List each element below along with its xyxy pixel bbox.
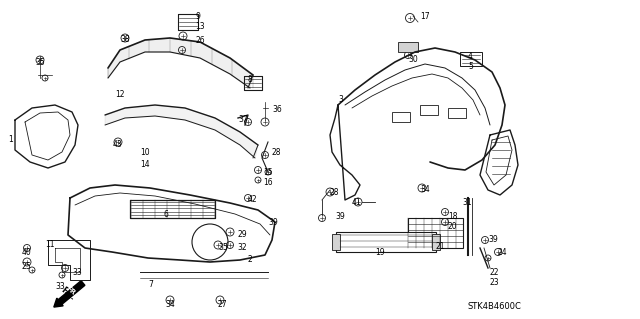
Text: 37: 37 xyxy=(238,115,248,124)
Text: 7: 7 xyxy=(148,280,153,289)
Text: 5: 5 xyxy=(468,62,473,71)
Text: 43: 43 xyxy=(113,140,123,149)
Text: 28: 28 xyxy=(330,188,339,197)
Text: 9: 9 xyxy=(195,12,200,21)
FancyBboxPatch shape xyxy=(398,42,418,52)
FancyBboxPatch shape xyxy=(408,218,463,248)
Text: 26: 26 xyxy=(195,36,205,45)
FancyBboxPatch shape xyxy=(332,234,340,250)
Text: 31: 31 xyxy=(462,198,472,207)
Text: 40: 40 xyxy=(22,248,32,257)
FancyBboxPatch shape xyxy=(420,105,438,115)
Text: 36: 36 xyxy=(272,105,282,114)
FancyBboxPatch shape xyxy=(336,232,436,252)
Text: 27: 27 xyxy=(218,300,228,309)
Text: 38: 38 xyxy=(120,35,130,44)
Text: 15: 15 xyxy=(263,168,273,177)
Text: 30: 30 xyxy=(408,55,418,64)
Text: 16: 16 xyxy=(263,178,273,187)
Text: 6: 6 xyxy=(163,210,168,219)
Text: 8: 8 xyxy=(248,75,253,84)
Text: 28: 28 xyxy=(272,148,282,157)
Text: 35: 35 xyxy=(218,243,228,252)
Polygon shape xyxy=(105,105,258,158)
Text: 39: 39 xyxy=(268,218,278,227)
Text: 33: 33 xyxy=(72,268,82,277)
Text: 2: 2 xyxy=(248,255,253,264)
Text: 17: 17 xyxy=(420,12,429,21)
Text: 19: 19 xyxy=(375,248,385,257)
Text: 25: 25 xyxy=(22,262,31,271)
Text: 34: 34 xyxy=(420,185,429,194)
Text: 1: 1 xyxy=(8,135,13,144)
Text: 39: 39 xyxy=(488,235,498,244)
Text: 24: 24 xyxy=(498,248,508,257)
Text: 13: 13 xyxy=(195,22,205,31)
Text: STK4B4600C: STK4B4600C xyxy=(468,302,522,311)
Text: 42: 42 xyxy=(248,195,258,204)
Text: 20: 20 xyxy=(448,222,458,231)
Text: 23: 23 xyxy=(490,278,500,287)
Text: 4: 4 xyxy=(468,52,473,61)
Text: FR.: FR. xyxy=(65,286,79,299)
Text: 11: 11 xyxy=(45,240,54,249)
Polygon shape xyxy=(108,38,253,88)
FancyBboxPatch shape xyxy=(432,234,440,250)
FancyBboxPatch shape xyxy=(460,52,482,66)
Text: 29: 29 xyxy=(237,230,246,239)
Text: 21: 21 xyxy=(435,242,445,251)
Text: 18: 18 xyxy=(448,212,458,221)
Text: 12: 12 xyxy=(115,90,125,99)
Text: 10: 10 xyxy=(140,148,150,157)
Text: 22: 22 xyxy=(490,268,499,277)
Text: 32: 32 xyxy=(237,243,246,252)
Text: 41: 41 xyxy=(352,198,362,207)
Text: 34: 34 xyxy=(165,300,175,309)
Text: 39: 39 xyxy=(335,212,345,221)
Text: FR.: FR. xyxy=(59,286,77,302)
FancyArrow shape xyxy=(54,281,85,307)
Text: 3: 3 xyxy=(338,95,343,104)
Text: 35: 35 xyxy=(35,58,45,67)
FancyBboxPatch shape xyxy=(448,108,466,118)
Text: 14: 14 xyxy=(140,160,150,169)
Text: 33: 33 xyxy=(55,282,65,291)
FancyBboxPatch shape xyxy=(392,112,410,122)
